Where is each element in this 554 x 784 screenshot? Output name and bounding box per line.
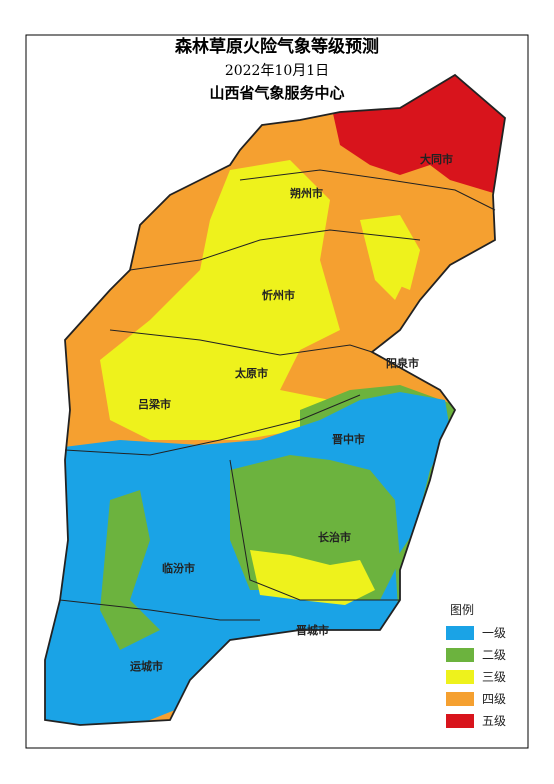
legend-swatch (446, 648, 474, 662)
city-boundary (59, 599, 260, 621)
legend-swatch (446, 692, 474, 706)
city-label: 临汾市 (162, 561, 195, 575)
legend-swatch (446, 670, 474, 684)
city-label: 大同市 (420, 152, 453, 166)
city-labels: 大同市 朔州市 忻州市 太原市 阳泉市 吕梁市 晋中市 长治市 临汾市 晋城市 … (130, 152, 453, 673)
legend-label: 一级 (482, 626, 506, 640)
province-outline (44, 73, 506, 726)
risk-zone (370, 225, 420, 290)
legend-swatch (446, 626, 474, 640)
risk-zones (45, 75, 505, 725)
map-title: 森林草原火险气象等级预测 (175, 36, 379, 57)
map-issuer: 山西省气象服务中心 (209, 84, 344, 102)
legend-label: 三级 (482, 670, 506, 684)
risk-zone (250, 550, 375, 605)
city-label: 太原市 (234, 366, 268, 380)
city-label: 晋中市 (332, 432, 365, 446)
city-label: 运城市 (130, 659, 163, 673)
risk-zone (100, 490, 160, 650)
city-label: 忻州市 (262, 288, 295, 302)
city-label: 晋城市 (296, 623, 329, 637)
map-date: 2022年10月1日 (225, 63, 329, 79)
legend-title: 图例 (450, 603, 474, 617)
legend-label: 五级 (482, 714, 506, 728)
city-boundary (64, 394, 361, 456)
city-boundary (109, 329, 373, 356)
city-label: 朔州市 (290, 186, 323, 200)
city-boundary (239, 169, 496, 211)
boundaries (44, 73, 506, 726)
city-boundary (129, 229, 421, 271)
legend-swatch (446, 714, 474, 728)
city-label: 长治市 (318, 530, 351, 544)
legend-label: 二级 (482, 648, 506, 662)
city-label: 阳泉市 (386, 356, 419, 370)
risk-zone (100, 160, 340, 440)
city-label: 吕梁市 (138, 397, 171, 411)
legend-label: 四级 (482, 692, 506, 706)
city-boundary (229, 459, 400, 601)
frame (25, 34, 529, 749)
